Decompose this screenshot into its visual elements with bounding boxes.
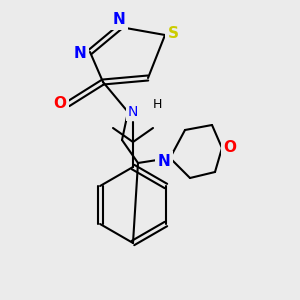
Text: N: N (128, 105, 138, 119)
Text: N: N (74, 46, 86, 61)
Text: H: H (152, 98, 162, 110)
Text: N: N (112, 13, 125, 28)
Text: S: S (167, 26, 178, 41)
Text: O: O (53, 97, 67, 112)
Text: O: O (224, 140, 236, 155)
Text: N: N (158, 154, 170, 169)
